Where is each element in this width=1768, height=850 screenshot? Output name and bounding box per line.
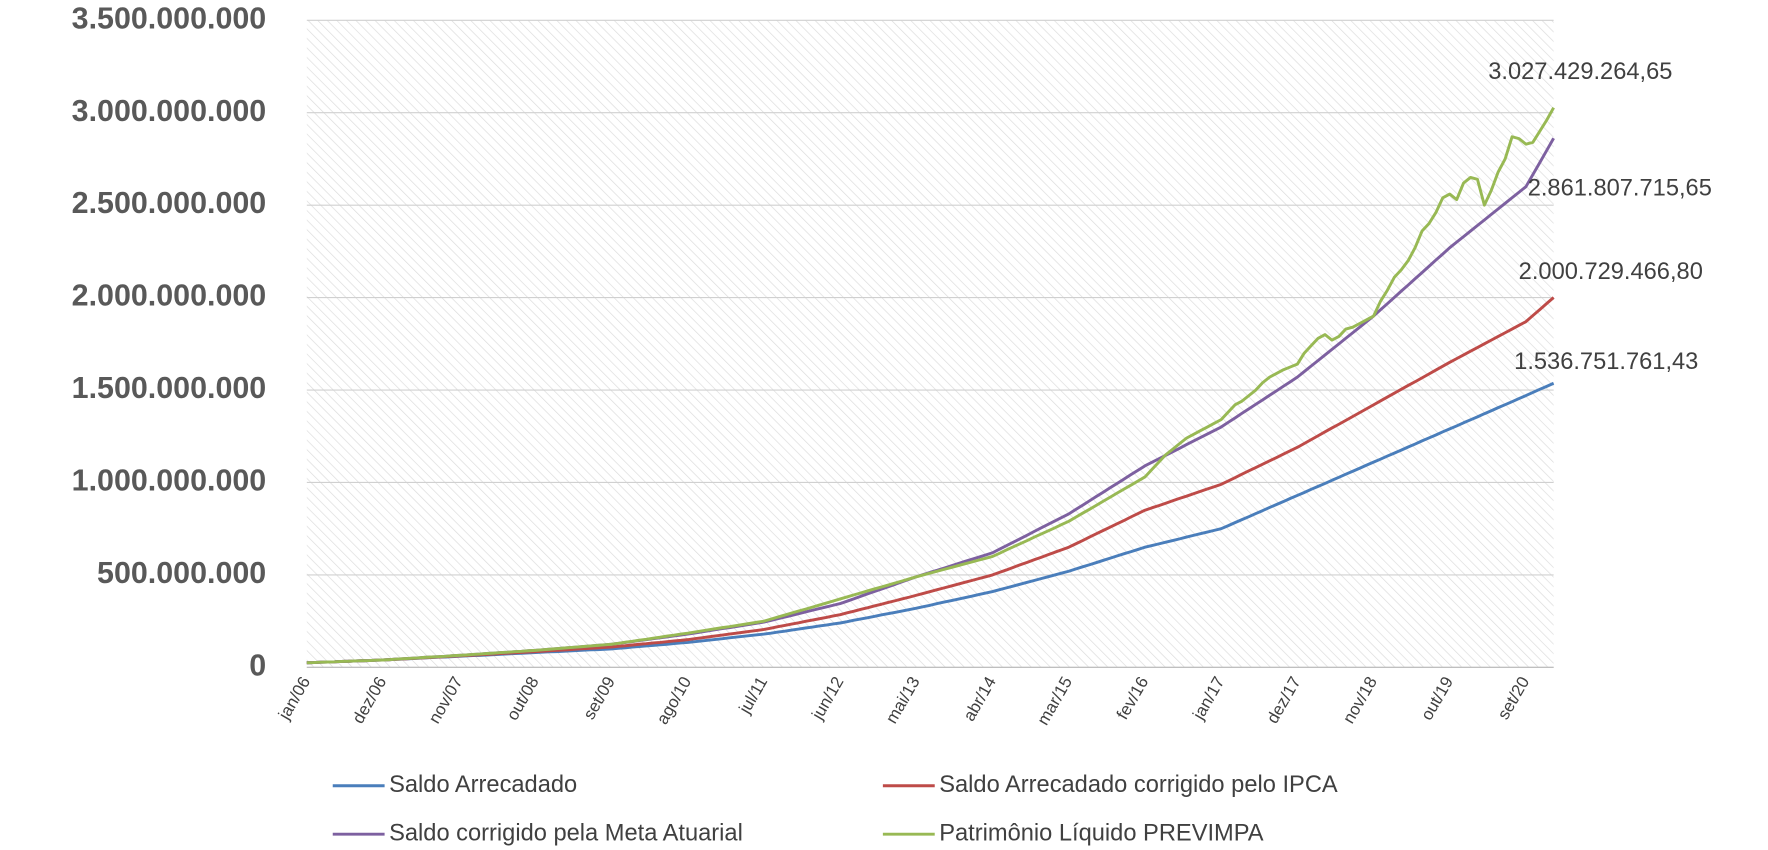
grid <box>306 19 1554 668</box>
x-tick-label: out/08 <box>503 673 543 723</box>
x-tick-label: set/20 <box>1494 673 1533 722</box>
y-tick-label: 500.000.000 <box>97 556 266 590</box>
x-tick-label: dez/06 <box>349 673 391 726</box>
data-label: 2.861.807.715,65 <box>1528 175 1712 201</box>
lines <box>306 106 1555 665</box>
x-tick-label: abr/14 <box>959 673 999 724</box>
legend-label: Patrimônio Líquido PREVIMPA <box>939 820 1264 846</box>
x-tick-label: out/19 <box>1417 673 1457 723</box>
data-label: 2.000.729.466,80 <box>1519 259 1703 285</box>
x-tick-label: set/09 <box>579 673 618 722</box>
data-label: 1.536.751.761,43 <box>1514 349 1698 375</box>
x-tick-label: dez/17 <box>1263 673 1305 726</box>
y-tick-label: 0 <box>249 648 266 682</box>
series-line <box>306 106 1555 665</box>
y-tick-label: 2.500.000.000 <box>72 186 267 220</box>
x-tick-label: jan/06 <box>274 673 314 723</box>
x-tick-label: ago/10 <box>653 673 695 727</box>
y-tick-label: 3.000.000.000 <box>72 94 267 128</box>
legend-label: Saldo corrigido pela Meta Atuarial <box>389 820 743 846</box>
x-tick-label: jun/12 <box>808 673 848 723</box>
x-tick-label: nov/18 <box>1339 673 1381 726</box>
legend-label: Saldo Arrecadado corrigido pelo IPCA <box>939 772 1338 798</box>
data-label: 3.027.429.264,65 <box>1488 59 1672 85</box>
plot-area <box>306 20 1554 668</box>
y-tick-label: 1.000.000.000 <box>72 464 267 498</box>
y-tick-label: 2.000.000.000 <box>72 279 267 313</box>
x-tick-label: jul/11 <box>735 673 772 717</box>
legend-label: Saldo Arrecadado <box>389 772 577 798</box>
y-tick-label: 1.500.000.000 <box>72 371 267 405</box>
x-tick-label: mai/13 <box>882 673 924 726</box>
x-tick-label: fev/16 <box>1113 673 1152 722</box>
y-tick-label: 3.500.000.000 <box>72 1 267 35</box>
x-tick-label: jan/17 <box>1189 673 1229 723</box>
x-tick-label: mar/15 <box>1033 673 1076 728</box>
x-tick-label: nov/07 <box>425 673 467 726</box>
